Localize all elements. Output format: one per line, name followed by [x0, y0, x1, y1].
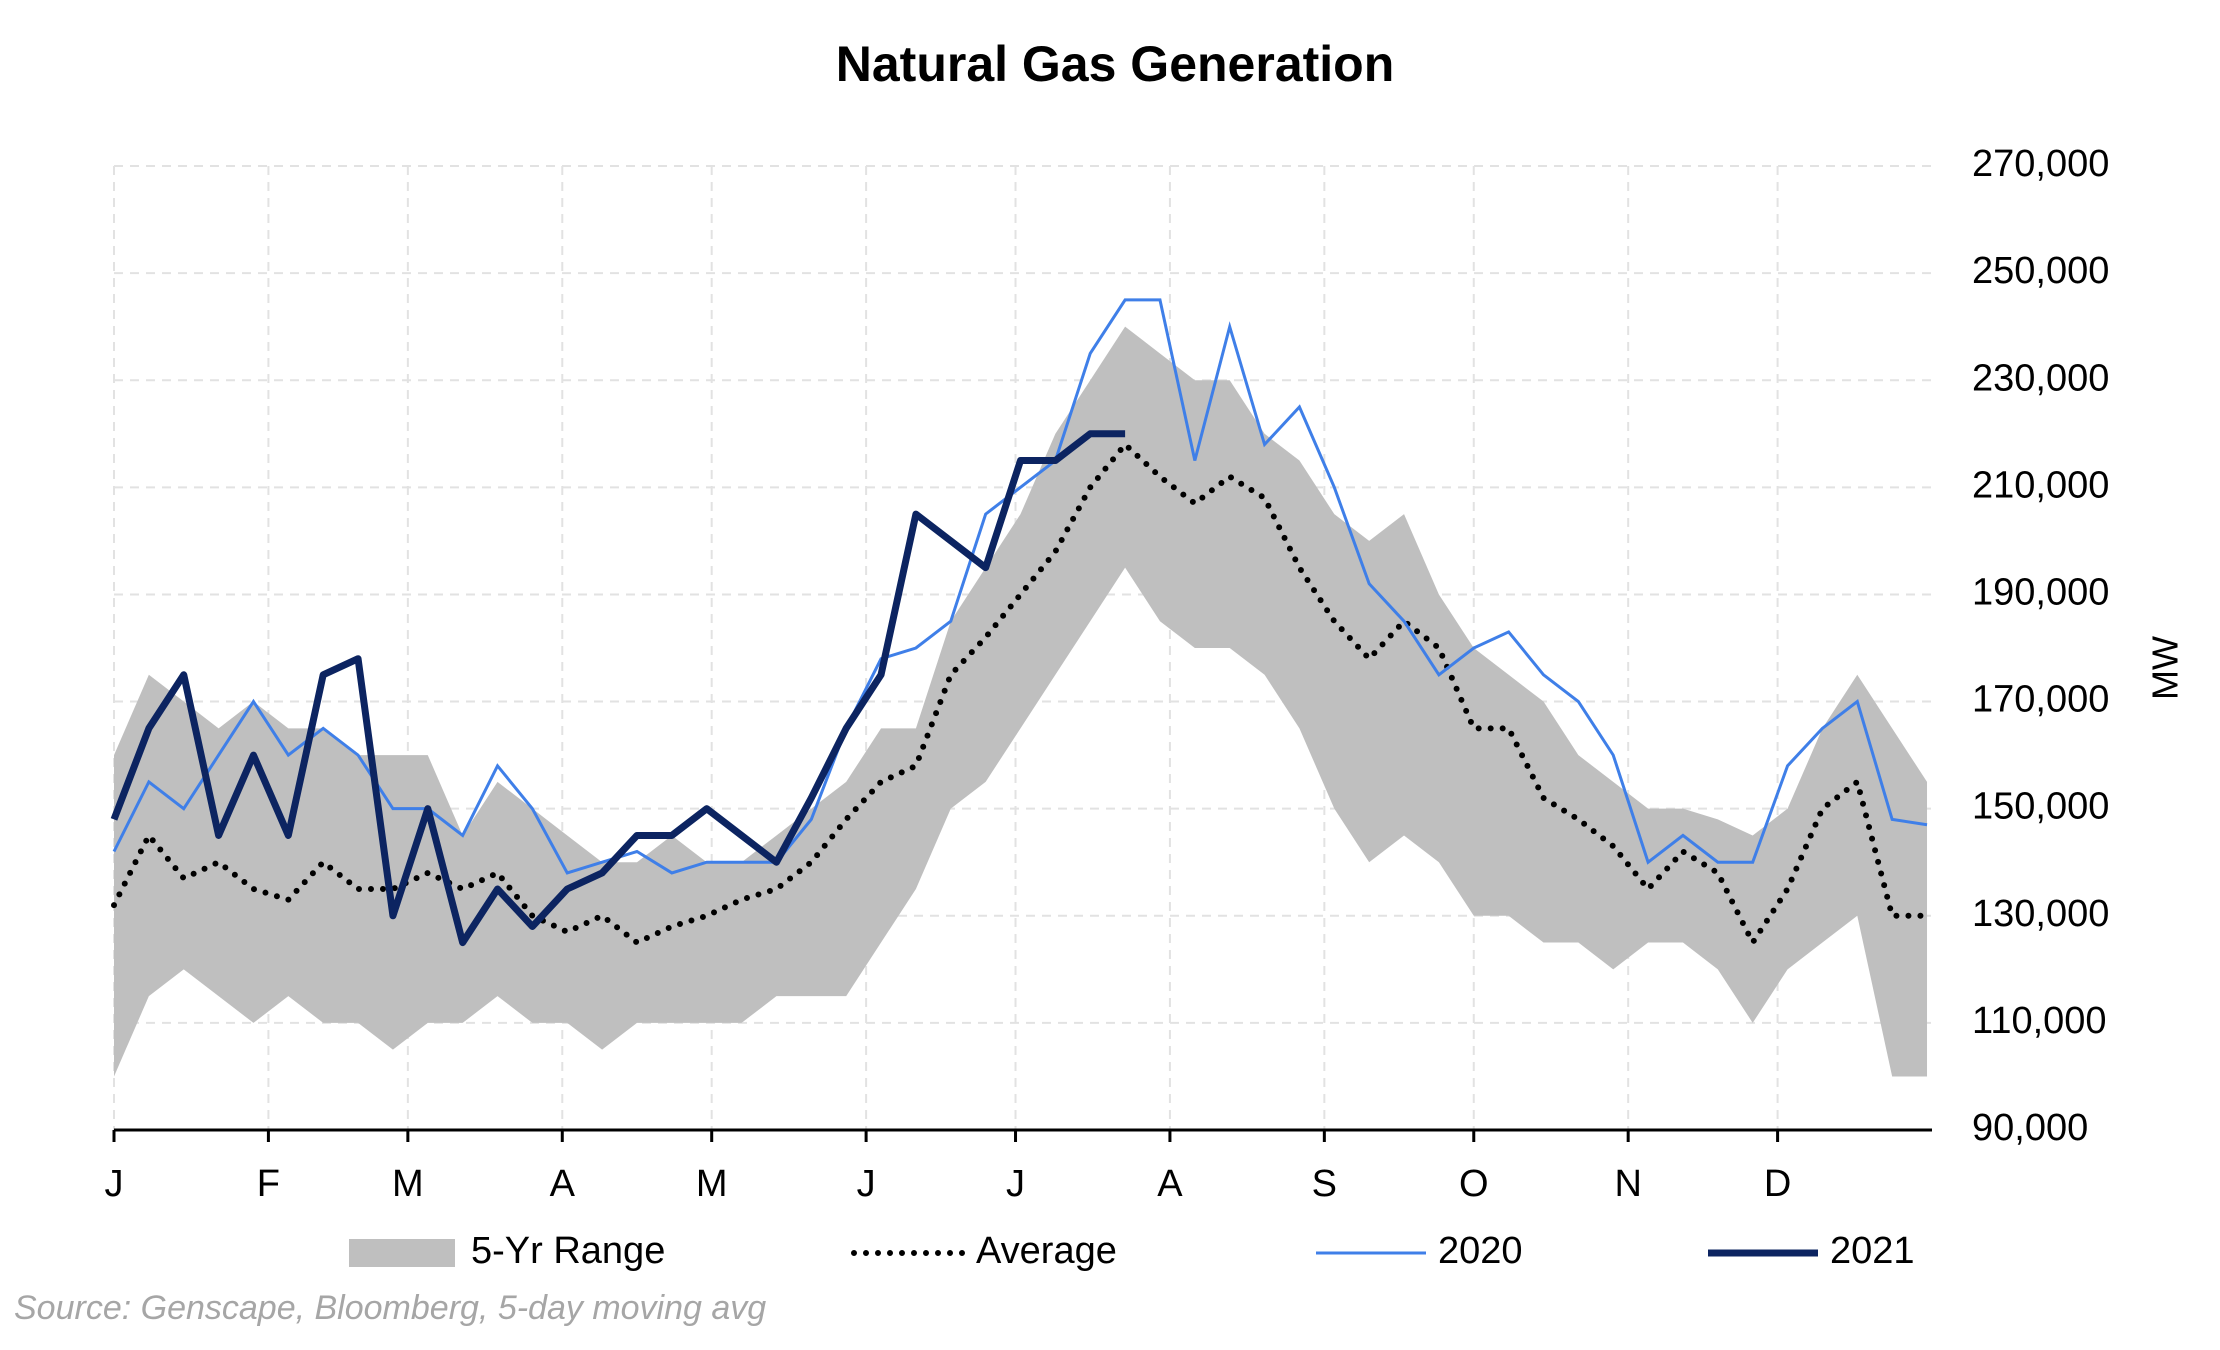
- series-line: [111, 440, 1931, 949]
- series-line: [110, 430, 1126, 947]
- y-tick-label: 110,000: [1972, 1000, 2107, 1042]
- series-line: [112, 298, 1928, 875]
- y-tick-label: 170,000: [1972, 679, 2109, 721]
- legend-label: Average: [976, 1230, 1117, 1272]
- x-tick-label: A: [1157, 1163, 1183, 1205]
- x-tick-label: S: [1312, 1163, 1337, 1205]
- x-tick-label: J: [857, 1163, 876, 1205]
- x-tick-label: O: [1459, 1163, 1489, 1205]
- legend-label: 2020: [1438, 1230, 1523, 1272]
- x-tick-label: N: [1614, 1163, 1641, 1205]
- x-tick-label: J: [105, 1163, 124, 1205]
- y-tick-label: 230,000: [1972, 357, 2109, 399]
- x-tick-label: F: [257, 1163, 280, 1205]
- x-tick-label: D: [1764, 1163, 1791, 1205]
- y-tick-label: 130,000: [1972, 893, 2109, 935]
- x-tick-label: J: [1006, 1163, 1025, 1205]
- chart-title: Natural Gas Generation: [836, 36, 1395, 92]
- legend-swatch: [349, 1239, 455, 1267]
- y-tick-label: 210,000: [1972, 464, 2109, 506]
- y-axis-label: MW: [2145, 636, 2186, 700]
- y-tick-label: 190,000: [1972, 571, 2109, 613]
- y-tick-label: 270,000: [1972, 143, 2109, 185]
- x-tick-label: M: [696, 1163, 728, 1205]
- source-note: Source: Genscape, Bloomberg, 5-day movin…: [14, 1289, 766, 1327]
- legend-label: 5-Yr Range: [471, 1230, 665, 1272]
- x-tick-label: M: [392, 1163, 424, 1205]
- y-tick-label: 150,000: [1972, 786, 2109, 828]
- legend-label: 2021: [1830, 1230, 1915, 1272]
- x-tick-label: A: [550, 1163, 576, 1205]
- y-tick-label: 250,000: [1972, 250, 2109, 292]
- y-tick-label: 90,000: [1972, 1107, 2088, 1149]
